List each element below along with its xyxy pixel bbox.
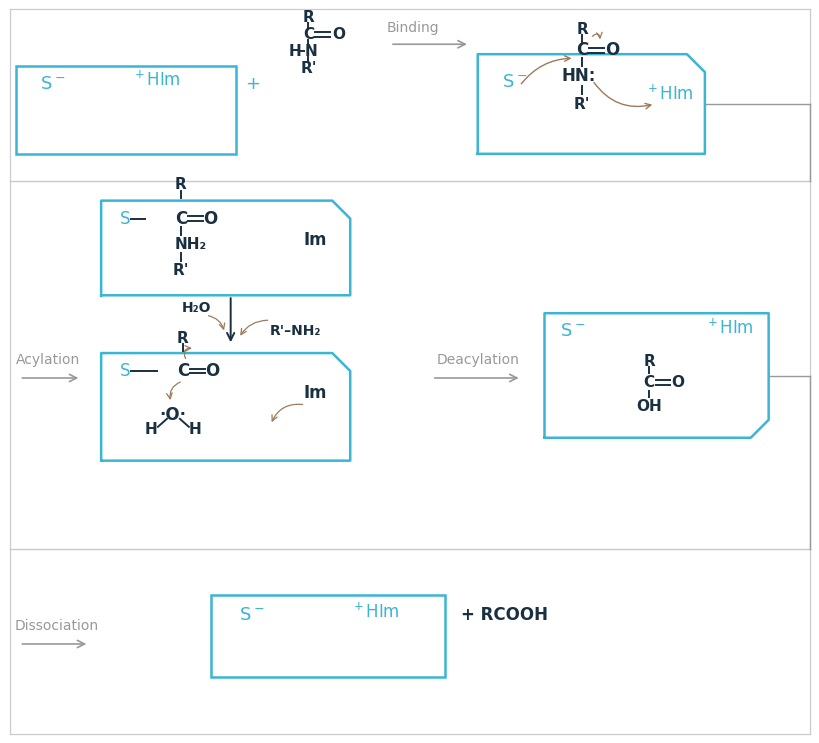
Text: R': R' (573, 97, 590, 111)
Text: R'–NH₂: R'–NH₂ (269, 324, 321, 338)
Text: $^+$HIm: $^+$HIm (132, 71, 180, 90)
Text: $\mathsf{S^-}$: $\mathsf{S^-}$ (238, 606, 264, 624)
Text: R: R (576, 22, 587, 37)
Text: Im: Im (303, 232, 327, 250)
Text: $\mathsf{S^-}$: $\mathsf{S^-}$ (559, 322, 584, 340)
Text: ·O·: ·O· (159, 406, 186, 424)
Text: Acylation: Acylation (16, 353, 80, 367)
Text: Dissociation: Dissociation (14, 619, 98, 633)
Text: O: O (332, 27, 344, 42)
Text: H: H (144, 422, 157, 438)
Text: O: O (604, 41, 618, 59)
Text: H: H (289, 44, 301, 59)
Text: C: C (643, 375, 654, 391)
Text: +: + (245, 75, 260, 93)
Text: OH: OH (636, 400, 661, 415)
Text: $^+$HIm: $^+$HIm (704, 319, 752, 338)
Text: C: C (302, 27, 314, 42)
Text: O: O (203, 210, 218, 227)
Text: + RCOOH: + RCOOH (460, 606, 547, 624)
Bar (16, 66, 235, 154)
Text: Binding: Binding (387, 22, 439, 35)
Text: S: S (120, 210, 130, 227)
Text: $^+$HIm: $^+$HIm (644, 85, 693, 104)
Text: R': R' (300, 61, 316, 76)
Bar (210, 595, 445, 677)
Text: $\mathsf{S^-}$: $\mathsf{S^-}$ (501, 73, 527, 91)
Text: C: C (576, 41, 588, 59)
Text: Deacylation: Deacylation (436, 353, 518, 367)
Text: O: O (206, 362, 219, 380)
Text: R: R (174, 177, 187, 192)
Text: $\mathsf{S^-}$: $\mathsf{S^-}$ (40, 75, 66, 93)
Text: $^+$HIm: $^+$HIm (351, 603, 399, 622)
Text: N: N (305, 44, 317, 59)
Text: O: O (671, 375, 684, 391)
Text: H₂O: H₂O (182, 301, 211, 315)
Text: C: C (177, 362, 188, 380)
Text: R: R (177, 331, 188, 345)
Text: HN:: HN: (560, 67, 595, 85)
Text: R: R (302, 10, 314, 25)
Text: H: H (188, 422, 201, 438)
Text: S: S (120, 362, 130, 380)
Text: R': R' (172, 263, 189, 278)
Text: R: R (642, 354, 654, 369)
Text: NH₂: NH₂ (174, 237, 206, 252)
Text: C: C (174, 210, 187, 227)
Text: Im: Im (303, 384, 327, 402)
